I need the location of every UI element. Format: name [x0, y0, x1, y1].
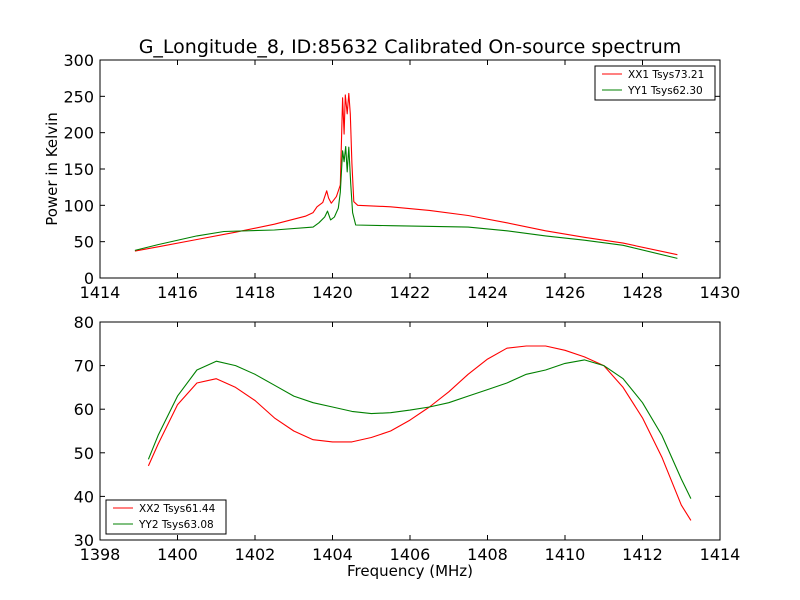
- top-x-tick-label: 1414: [80, 283, 121, 302]
- top-y-tick-label: 300: [63, 51, 94, 70]
- top-x-tick-label: 1422: [390, 283, 431, 302]
- top-y-tick-label: 200: [63, 124, 94, 143]
- bottom-y-tick-label: 70: [74, 357, 94, 376]
- bottom-x-tick-label: 1412: [622, 545, 663, 564]
- bottom-y-tick-label: 80: [74, 313, 94, 332]
- top-x-tick-label: 1428: [622, 283, 663, 302]
- top-y-tick-label: 50: [74, 233, 94, 252]
- bottom-legend-label-xx2: XX2 Tsys61.44: [139, 503, 216, 515]
- top-x-tick-label: 1426: [545, 283, 586, 302]
- bottom-x-tick-label: 1406: [390, 545, 431, 564]
- top-x-tick-label: 1416: [157, 283, 198, 302]
- bottom-x-tick-label: 1404: [312, 545, 353, 564]
- bottom-series-line-1: [147, 345, 692, 521]
- bottom-legend-box: [105, 499, 227, 535]
- top-series-line-2: [134, 145, 678, 259]
- bottom-x-tick-label: 1408: [467, 545, 508, 564]
- bottom-subplot: 1398 1400 1402 1404 1406 1408 1410 1412 1414 30 40…: [74, 313, 741, 580]
- top-legend-label-yy1: YY1 Tsys62.30: [627, 85, 703, 97]
- top-x-tick-label: 1420: [312, 283, 353, 302]
- top-y-tick-label: 0: [84, 269, 94, 288]
- bottom-legend-label-yy2: YY2 Tsys63.08: [138, 519, 214, 531]
- bottom-x-tick-label: 1398: [80, 545, 121, 564]
- top-subplot: G_Longitude_8, ID:85632 Calibrated On-so…: [43, 36, 740, 302]
- top-y-axis-label: Power in Kelvin: [43, 112, 61, 226]
- top-series-lines: [134, 92, 678, 259]
- top-series-line-1: [134, 92, 678, 256]
- bottom-x-axis-label: Frequency (MHz): [347, 562, 473, 580]
- top-y-tick-label: 100: [63, 196, 94, 215]
- top-legend[interactable]: XX1 Tsys73.21 YY1 Tsys62.30: [594, 65, 716, 101]
- bottom-x-tick-label: 1402: [235, 545, 276, 564]
- top-legend-label-xx1: XX1 Tsys73.21: [628, 69, 704, 81]
- top-x-tick-label: 1430: [700, 283, 741, 302]
- top-chart-title: G_Longitude_8, ID:85632 Calibrated On-so…: [139, 36, 682, 58]
- bottom-y-tick-label: 60: [74, 400, 94, 419]
- top-x-tick-label: 1418: [235, 283, 276, 302]
- bottom-y-tick-label: 50: [74, 444, 94, 463]
- bottom-series-line-2: [147, 359, 692, 499]
- top-legend-box: [594, 65, 716, 101]
- bottom-x-tick-label: 1400: [157, 545, 198, 564]
- bottom-y-tick-label: 30: [74, 531, 94, 550]
- bottom-y-tick-label: 40: [74, 487, 94, 506]
- top-y-tick-label: 250: [63, 87, 94, 106]
- bottom-x-tick-label: 1410: [545, 545, 586, 564]
- top-axis-ticks: 1414 1416 1418 1420 1422 1424 1426 1428 1430 0 50 1…: [63, 51, 740, 302]
- bottom-legend[interactable]: XX2 Tsys61.44 YY2 Tsys63.08: [105, 499, 227, 535]
- bottom-axis-ticks: 1398 1400 1402 1404 1406 1408 1410 1412 1414 30 40…: [74, 313, 741, 564]
- bottom-x-tick-label: 1414: [700, 545, 741, 564]
- bottom-series-lines: [147, 345, 692, 521]
- top-x-tick-label: 1424: [467, 283, 508, 302]
- top-y-tick-label: 150: [63, 160, 94, 179]
